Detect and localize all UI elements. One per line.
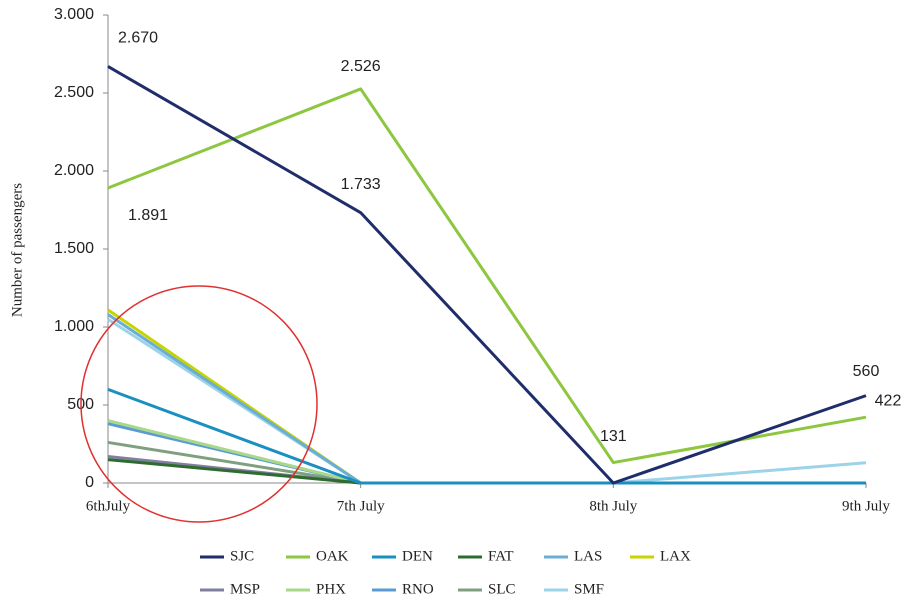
- data-label: 2.670: [118, 30, 158, 47]
- data-label: 1.733: [341, 176, 381, 193]
- y-tick-label: 0: [85, 474, 94, 491]
- data-label: 422: [875, 392, 902, 409]
- y-axis-label: Number of passengers: [9, 183, 25, 317]
- data-label: 131: [600, 428, 627, 445]
- series-line: [107, 313, 866, 485]
- highlight-circle: [80, 285, 318, 523]
- legend-label: SLC: [488, 581, 516, 597]
- series-line: [107, 87, 867, 465]
- data-label: 560: [853, 363, 880, 380]
- y-tick-label: 2.000: [54, 162, 94, 179]
- lines: [107, 65, 867, 485]
- x-tick-label: 9th July: [842, 498, 890, 514]
- y-tick-label: 1.000: [54, 318, 94, 335]
- legend: SJC OAK DEN FAT LAS LAX MSP PHX RNO SLC SMF: [200, 548, 691, 597]
- x-tick-label: 8th July: [589, 498, 637, 514]
- y-tick-label: 3.000: [54, 6, 94, 23]
- series-line: [107, 317, 867, 485]
- legend-label: SJC: [230, 548, 254, 564]
- legend-label: SMF: [574, 581, 604, 597]
- series-line: [107, 387, 866, 485]
- legend-label: FAT: [488, 548, 514, 564]
- legend-label: PHX: [316, 581, 346, 597]
- x-tick-label: 6thJuly: [86, 498, 131, 514]
- series-line: [107, 308, 866, 485]
- y-tick-label: 2.500: [54, 84, 94, 101]
- legend-label: LAS: [574, 548, 602, 564]
- x-tick-label: 7th July: [337, 498, 385, 514]
- legend-label: OAK: [316, 548, 349, 564]
- data-label: 1.891: [128, 207, 168, 224]
- legend-label: DEN: [402, 548, 433, 564]
- legend-label: RNO: [402, 581, 434, 597]
- data-label: 2.526: [341, 58, 381, 75]
- labels: 2.670 1.733 560 1.891 2.526 131 422: [118, 30, 901, 445]
- legend-label: LAX: [660, 548, 691, 564]
- y-tick-label: 1.500: [54, 240, 94, 257]
- series-line: [107, 65, 867, 485]
- legend-label: MSP: [230, 581, 260, 597]
